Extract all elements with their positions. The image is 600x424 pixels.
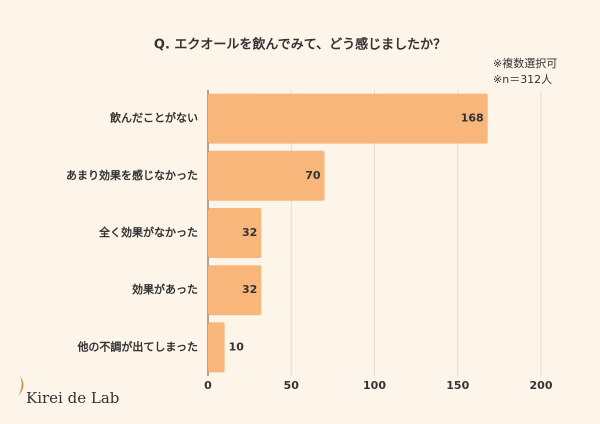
- bar: [208, 265, 262, 316]
- logo: Kirei de Lab: [26, 389, 119, 407]
- logo-icon: [18, 376, 24, 396]
- bar: [208, 208, 262, 258]
- x-tick-label: 0: [204, 379, 212, 392]
- x-tick-label: 50: [284, 379, 300, 392]
- bar: [208, 150, 325, 201]
- chart-title: Q. エクオールを飲んでみて、どう感じましたか？: [154, 37, 446, 53]
- x-tick-label: 150: [446, 379, 469, 392]
- y-tick-label: 全く効果がなかった: [98, 225, 198, 239]
- note: ※n＝312人: [493, 73, 552, 86]
- y-tick-label: 他の不調が出てしまった: [76, 339, 198, 353]
- x-tick-label: 200: [530, 379, 553, 392]
- bar: [208, 93, 488, 144]
- bar: [208, 322, 225, 373]
- value-label: 168: [461, 112, 484, 125]
- value-label: 70: [305, 169, 321, 182]
- y-tick-label: 効果があった: [132, 282, 198, 296]
- value-label: 32: [242, 226, 257, 239]
- y-tick-label: あまり効果を感じなかった: [66, 168, 198, 182]
- x-tick-label: 100: [363, 379, 386, 392]
- note: ※複数選択可: [493, 56, 557, 70]
- value-label: 10: [229, 340, 245, 353]
- value-label: 32: [242, 283, 257, 296]
- y-tick-label: 飲んだことがない: [109, 111, 198, 125]
